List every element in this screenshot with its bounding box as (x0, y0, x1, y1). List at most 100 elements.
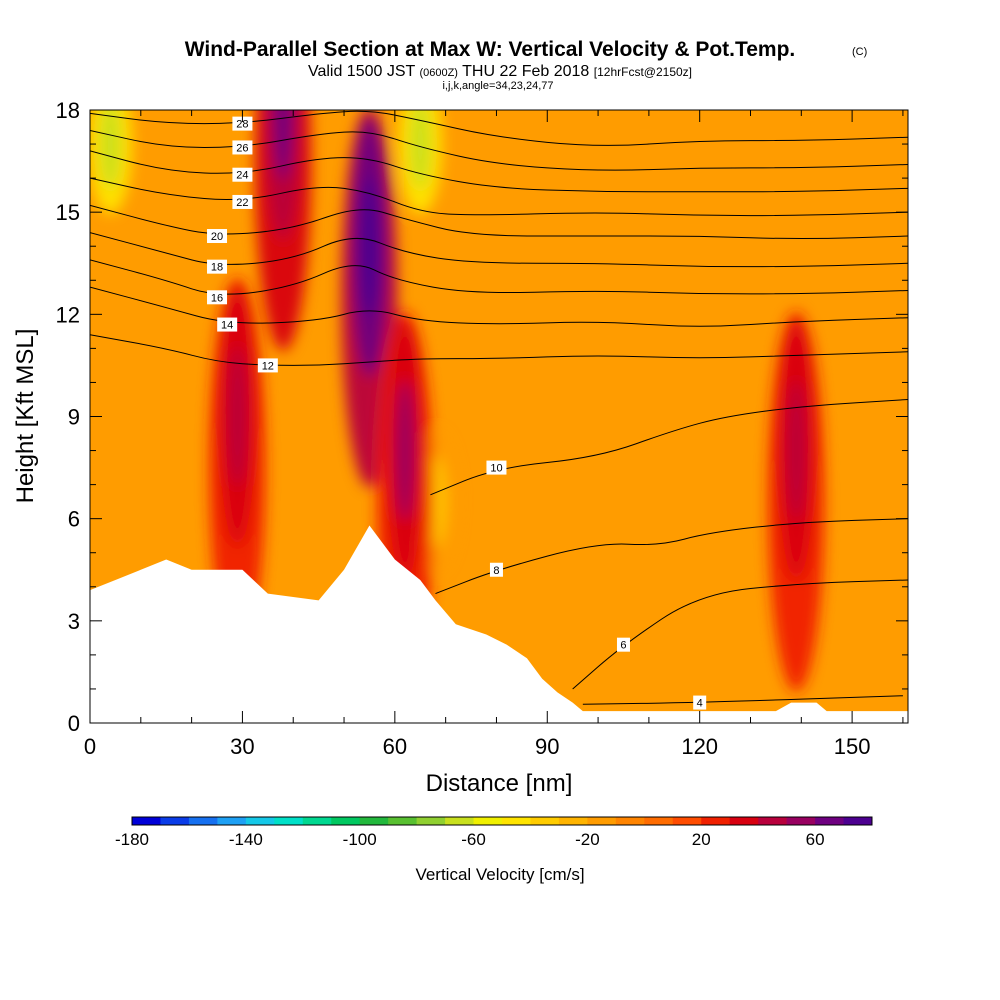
downdraft-band (410, 110, 431, 190)
theta-label-box (489, 562, 503, 577)
subtitle-utc: (0600Z) (419, 67, 458, 79)
y-tick-label: 9 (68, 405, 80, 430)
theta-contour-label: 18 (207, 259, 228, 274)
colorbar-swatch (388, 817, 418, 825)
theta-contour-line (90, 150, 908, 193)
y-tick-label: 18 (56, 98, 80, 123)
updraft-core (396, 380, 415, 521)
colorbar-swatch (558, 817, 588, 825)
theta-label-text: 10 (490, 463, 502, 475)
colorbar-swatch (758, 817, 788, 825)
y-tick-label: 15 (56, 200, 80, 225)
colorbar-swatch (245, 817, 275, 825)
theta-label-text: 28 (236, 119, 248, 131)
theta-label-text: 22 (236, 197, 248, 209)
colorbar-swatch (786, 817, 816, 825)
theta-label-text: 6 (620, 640, 626, 652)
colorbar-swatch (587, 817, 617, 825)
colorbar-swatch (302, 817, 332, 825)
colorbar-swatch (729, 817, 759, 825)
theta-label-text: 16 (211, 292, 223, 304)
x-tick-label: 120 (681, 734, 718, 759)
theta-contour-label: 10 (486, 460, 507, 475)
theta-contour-label: 14 (217, 317, 238, 332)
theta-contour-label: 22 (232, 194, 253, 209)
updraft-core (360, 176, 379, 317)
theta-label-text: 20 (211, 231, 223, 243)
theta-label-box (486, 460, 507, 475)
theta-label-box (232, 140, 253, 155)
colorbar-swatch (530, 817, 560, 825)
x-tick-label: 30 (230, 734, 254, 759)
theta-contour-label: 12 (257, 358, 278, 373)
theta-contour-line (572, 579, 908, 690)
theta-contour-line (90, 334, 908, 366)
colorbar-swatch (274, 817, 304, 825)
theta-label-box (207, 290, 228, 305)
x-tick-label: 0 (84, 734, 96, 759)
colorbar-swatch (644, 817, 674, 825)
colorbar-swatch (701, 817, 731, 825)
theta-label-box (217, 317, 238, 332)
colorbar-swatch (359, 817, 389, 825)
colorbar-swatch (416, 817, 446, 825)
colorbar-swatch (188, 817, 218, 825)
colorbar-tick-label: -100 (343, 830, 377, 849)
colorbar-swatch (217, 817, 247, 825)
theta-contour-label: 24 (232, 167, 253, 182)
theta-contour-line (90, 110, 908, 146)
theta-label-box (232, 116, 253, 131)
colorbar-swatch (815, 817, 845, 825)
theta-label-box (616, 637, 630, 652)
colorbar-title: Vertical Velocity [cm/s] (415, 865, 584, 884)
x-tick-label: 60 (383, 734, 407, 759)
theta-label-text: 4 (697, 698, 703, 710)
theta-contour-line (90, 259, 908, 295)
theta-contour-label: 26 (232, 140, 253, 155)
x-axis-label: Distance [nm] (426, 770, 573, 797)
theta-contour-line (90, 129, 908, 171)
theta-contour-line (90, 177, 908, 217)
colorbar: -180 -140 -100 -60 -20 20 60 (115, 816, 873, 849)
theta-label-text: 24 (236, 170, 248, 182)
colorbar-tick-label: -20 (575, 830, 600, 849)
colorbar-swatch (445, 817, 475, 825)
theta-contour-label: 28 (232, 116, 253, 131)
chart-title: Wind-Parallel Section at Max W: Vertical… (185, 38, 796, 61)
x-axis: 0 30 60 90 120 150 (84, 110, 904, 759)
updraft-core (228, 346, 247, 487)
theta-contour-line (90, 286, 908, 327)
colorbar-swatch (672, 817, 702, 825)
colorbar-swatch (843, 817, 873, 825)
x-tick-label: 150 (834, 734, 871, 759)
theta-contours (90, 110, 908, 705)
colorbar-swatch (331, 817, 361, 825)
theta-label-box (232, 194, 253, 209)
colorbar-tick-label: -140 (229, 830, 263, 849)
colorbar-tick-label: 20 (692, 830, 711, 849)
theta-contour-line (582, 695, 903, 705)
terrain-mask (90, 525, 908, 723)
theta-label-box (232, 167, 253, 182)
theta-contour-line (90, 204, 908, 240)
theta-contour-label: 20 (207, 229, 228, 244)
colorbar-swatch (132, 817, 161, 825)
plot-area: 4 6 8 10 12 14 16 18 20 22 24 26 28 (90, 110, 908, 723)
updraft-core (787, 380, 806, 521)
theta-label-text: 18 (211, 262, 223, 274)
colorbar-frame (131, 816, 873, 826)
chart-subtitle: Valid 1500 JST (0600Z) THU 22 Feb 2018 [… (308, 63, 692, 80)
colorbar-tick-label: -60 (461, 830, 486, 849)
y-tick-label: 3 (68, 609, 80, 634)
subtitle-valid: Valid 1500 JST (308, 63, 416, 80)
colorbar-tick-label: 60 (806, 830, 825, 849)
y-tick-label: 0 (68, 711, 80, 736)
y-tick-label: 12 (56, 302, 80, 327)
theta-label-box (693, 695, 707, 710)
theta-label-box (257, 358, 278, 373)
chart-ijk-label: i,j,k,angle=34,23,24,77 (442, 80, 553, 92)
theta-label-text: 26 (236, 142, 248, 154)
colorbar-swatch (160, 817, 190, 825)
y-axis: 0 3 6 9 12 15 18 (56, 98, 908, 736)
